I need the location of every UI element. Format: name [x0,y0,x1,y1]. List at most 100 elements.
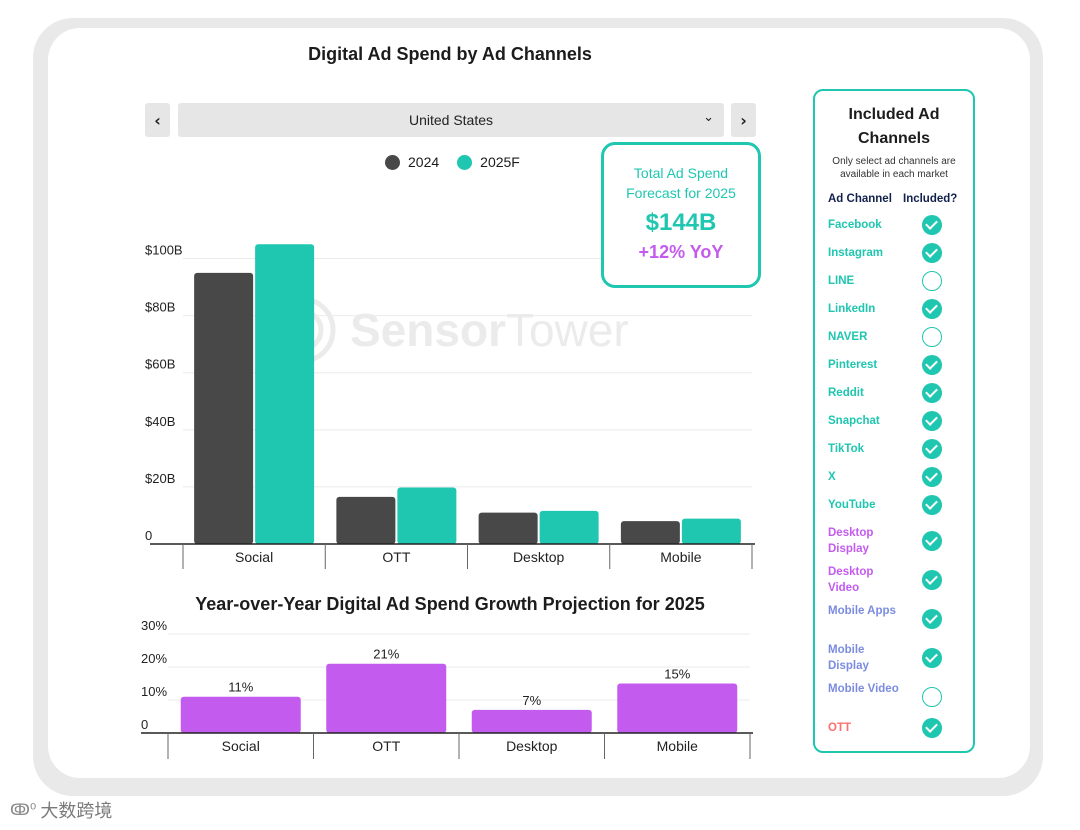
checkmark-icon [922,411,942,431]
included-channels-panel: Included Ad Channels Only select ad chan… [813,89,975,753]
channel-row-snapchat: Snapchat [815,411,973,431]
channel-name: NAVER [828,331,868,343]
chart-legend: 2024 2025F [385,154,538,170]
channel-row-mobile-display: Mobile Display [815,642,973,674]
empty-circle-icon [922,687,942,707]
channel-row-pinterest: Pinterest [815,355,973,375]
x-tick-label: Desktop [513,549,565,565]
y-tick-label: $60B [145,357,175,372]
y-tick-label: $40B [145,414,175,429]
total-ad-spend-label: Total Ad Spend Forecast for 2025 [626,165,736,201]
channel-row-youtube: YouTube [815,495,973,515]
prev-country-button[interactable]: ‹ [145,103,170,137]
legend-label-2024: 2024 [408,154,440,170]
checkmark-icon [922,467,942,487]
legend-item-2024[interactable]: 2024 [385,154,439,170]
channel-name: Instagram [828,247,883,259]
total-ad-spend-box: Total Ad Spend Forecast for 2025 $144B +… [601,142,761,288]
checkmark-icon [922,648,942,668]
channel-row-mobile-apps: Mobile Apps [815,603,973,635]
watermark-word-tower: Tower [505,304,629,356]
growth-x-tick-label: OTT [372,738,400,754]
channel-name: Mobile Video [828,683,899,695]
channel-row-ott: OTT [815,718,973,738]
bar-social-2025f [255,244,315,545]
bar-mobile-2024 [620,521,680,544]
y-tick-label: $80B [145,300,175,315]
checkmark-icon [922,439,942,459]
channel-name: Mobile Display [828,644,869,672]
growth-bar-social [180,696,301,733]
channel-name: LinkedIn [828,303,876,315]
growth-x-tick-label: Social [222,738,260,754]
empty-circle-icon [922,271,942,291]
bar-desktop-2024 [478,512,538,544]
country-select[interactable]: United States ⌄ [178,103,724,137]
x-tick-label: Social [235,549,273,565]
checkmark-icon [922,299,942,319]
channel-name: Desktop Video [828,566,874,594]
checkmark-icon [922,215,942,235]
growth-y-tick-label: 0 [141,717,148,732]
growth-value-label: 11% [228,680,253,695]
channel-row-line: LINE [815,271,973,291]
empty-circle-icon [922,327,942,347]
channel-row-reddit: Reddit [815,383,973,403]
bar-ott-2024 [336,496,396,544]
x-tick-label: Mobile [660,549,701,565]
checkmark-icon [922,355,942,375]
x-tick-label: OTT [382,549,410,565]
legend-swatch-2025f [457,154,473,170]
logo-icon: ↂ⁰ [10,802,37,819]
channel-name: Reddit [828,387,864,399]
growth-y-tick-label: 20% [141,651,167,666]
total-ad-spend-value: $144B [645,209,717,236]
chevron-left-icon: ‹ [154,110,161,130]
footer-brand-text: 大数跨境 [40,801,113,821]
growth-value-label: 7% [522,693,541,708]
channel-row-linkedin: LinkedIn [815,299,973,319]
panel-subtitle: Only select ad channels are available in… [832,156,956,180]
y-tick-label: $20B [145,471,175,486]
bar-ott-2025f [397,487,457,544]
growth-x-tick-label: Mobile [657,738,698,754]
channel-row-naver: NAVER [815,327,973,347]
growth-bar-ott [326,663,447,733]
channel-name: YouTube [828,499,876,511]
chevron-right-icon: › [740,110,747,130]
country-select-value: United States [408,112,494,128]
total-ad-spend-yoy: +12% YoY [638,242,724,262]
chart-title: Digital Ad Spend by Ad Channels [308,44,592,64]
channel-row-desktop-display: Desktop Display [815,525,973,557]
chevron-down-icon: ⌄ [703,110,714,125]
column-header-included: Included? [903,193,958,205]
bar-mobile-2025f [681,518,741,544]
channel-row-mobile-video: Mobile Video [815,681,973,713]
legend-label-2025f: 2025F [480,154,520,170]
checkmark-icon [922,495,942,515]
next-country-button[interactable]: › [731,103,756,137]
growth-chart-title: Year-over-Year Digital Ad Spend Growth P… [195,594,705,614]
channel-name: Facebook [828,219,882,231]
channel-name: OTT [828,722,851,734]
checkmark-icon [922,531,942,551]
bar-desktop-2025f [539,510,599,544]
y-tick-label: 0 [145,528,152,543]
legend-item-2025f[interactable]: 2025F [457,154,520,170]
channel-name: LINE [828,275,855,287]
channel-name: Snapchat [828,415,880,427]
bar-social-2024 [194,272,254,544]
checkmark-icon [922,718,942,738]
channel-row-x: X [815,467,973,487]
channel-row-desktop-video: Desktop Video [815,564,973,596]
growth-y-tick-label: 10% [141,684,167,699]
growth-x-tick-label: Desktop [506,738,558,754]
checkmark-icon [922,570,942,590]
channel-row-tiktok: TikTok [815,439,973,459]
footer-brand: ↂ⁰ 大数跨境 [10,797,112,823]
growth-bar-desktop [471,709,592,733]
growth-bar-mobile [617,683,738,733]
growth-y-tick-label: 30% [141,618,167,633]
y-tick-label: $100B [145,243,183,258]
